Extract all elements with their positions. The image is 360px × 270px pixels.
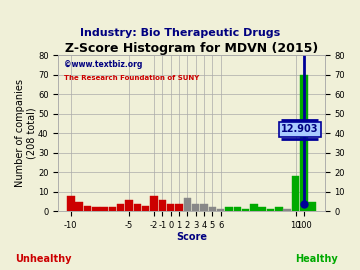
Bar xyxy=(75,202,83,211)
Bar xyxy=(134,204,141,211)
Bar xyxy=(267,210,274,211)
Bar xyxy=(84,205,91,211)
Bar xyxy=(292,176,299,211)
Bar xyxy=(309,202,316,211)
Bar xyxy=(234,207,241,211)
Title: Z-Score Histogram for MDVN (2015): Z-Score Histogram for MDVN (2015) xyxy=(65,42,318,55)
Bar xyxy=(283,210,291,211)
Bar xyxy=(300,75,307,211)
Y-axis label: Number of companies
(208 total): Number of companies (208 total) xyxy=(15,79,37,187)
Bar xyxy=(92,207,99,211)
Bar xyxy=(159,200,166,211)
Bar xyxy=(109,207,116,211)
Bar xyxy=(117,204,125,211)
Text: Industry: Bio Therapeutic Drugs: Industry: Bio Therapeutic Drugs xyxy=(80,28,280,38)
Bar xyxy=(250,204,258,211)
Text: The Research Foundation of SUNY: The Research Foundation of SUNY xyxy=(64,75,199,81)
Bar xyxy=(175,204,183,211)
Bar xyxy=(200,204,208,211)
Bar xyxy=(125,200,133,211)
Text: Unhealthy: Unhealthy xyxy=(15,254,71,264)
Bar xyxy=(208,207,216,211)
X-axis label: Score: Score xyxy=(176,231,207,241)
Text: Healthy: Healthy xyxy=(296,254,338,264)
Bar xyxy=(225,207,233,211)
Bar xyxy=(258,207,266,211)
Text: 12.903: 12.903 xyxy=(281,124,319,134)
Bar xyxy=(150,196,158,211)
Bar xyxy=(100,207,108,211)
Bar xyxy=(67,196,75,211)
Text: ©www.textbiz.org: ©www.textbiz.org xyxy=(64,60,142,69)
Bar xyxy=(192,204,199,211)
Bar xyxy=(275,207,283,211)
Bar xyxy=(217,210,224,211)
Bar xyxy=(142,205,149,211)
Bar xyxy=(167,204,175,211)
Bar xyxy=(242,210,249,211)
Bar xyxy=(184,198,191,211)
